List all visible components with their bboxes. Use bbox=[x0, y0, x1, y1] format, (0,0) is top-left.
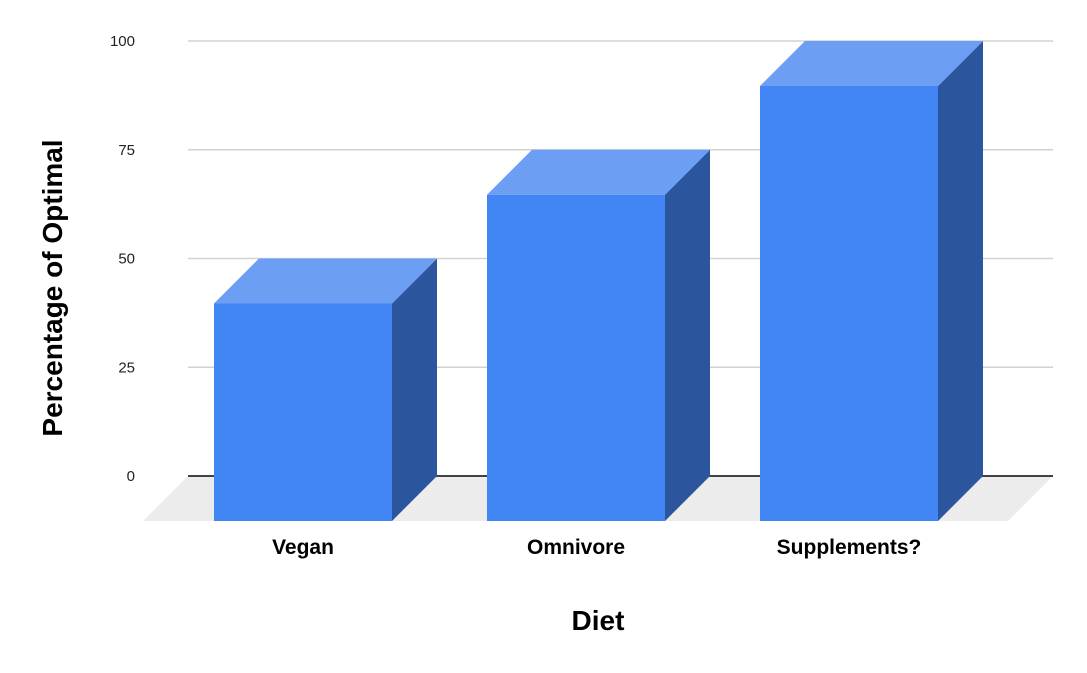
bar-top-face-omnivore bbox=[487, 149, 710, 195]
bar-top-face-supplements bbox=[760, 41, 983, 86]
category-label-supplements: Supplements? bbox=[777, 536, 922, 559]
category-label-omnivore: Omnivore bbox=[527, 536, 625, 559]
bar-front-face-omnivore bbox=[487, 194, 665, 521]
y-tick-label-25: 25 bbox=[118, 359, 135, 376]
y-tick-label-75: 75 bbox=[118, 142, 135, 159]
plot-area: Vegan Omnivore Supplements? 0 25 50 75 100 bbox=[110, 33, 1053, 559]
bar-side-face-supplements bbox=[938, 41, 983, 521]
y-tick-label-50: 50 bbox=[118, 251, 135, 268]
y-tick-label-0: 0 bbox=[127, 468, 135, 485]
bar-front-face-vegan bbox=[214, 303, 392, 521]
x-axis-title: Diet bbox=[572, 605, 625, 636]
y-tick-label-100: 100 bbox=[110, 33, 135, 50]
bar-side-face-vegan bbox=[392, 258, 437, 521]
y-axis-title: Percentage of Optimal bbox=[37, 139, 68, 436]
bar-front-face-supplements bbox=[760, 86, 938, 521]
category-label-vegan: Vegan bbox=[272, 536, 334, 559]
bar-top-face-vegan bbox=[214, 258, 437, 304]
bar-side-face-omnivore bbox=[665, 149, 710, 521]
